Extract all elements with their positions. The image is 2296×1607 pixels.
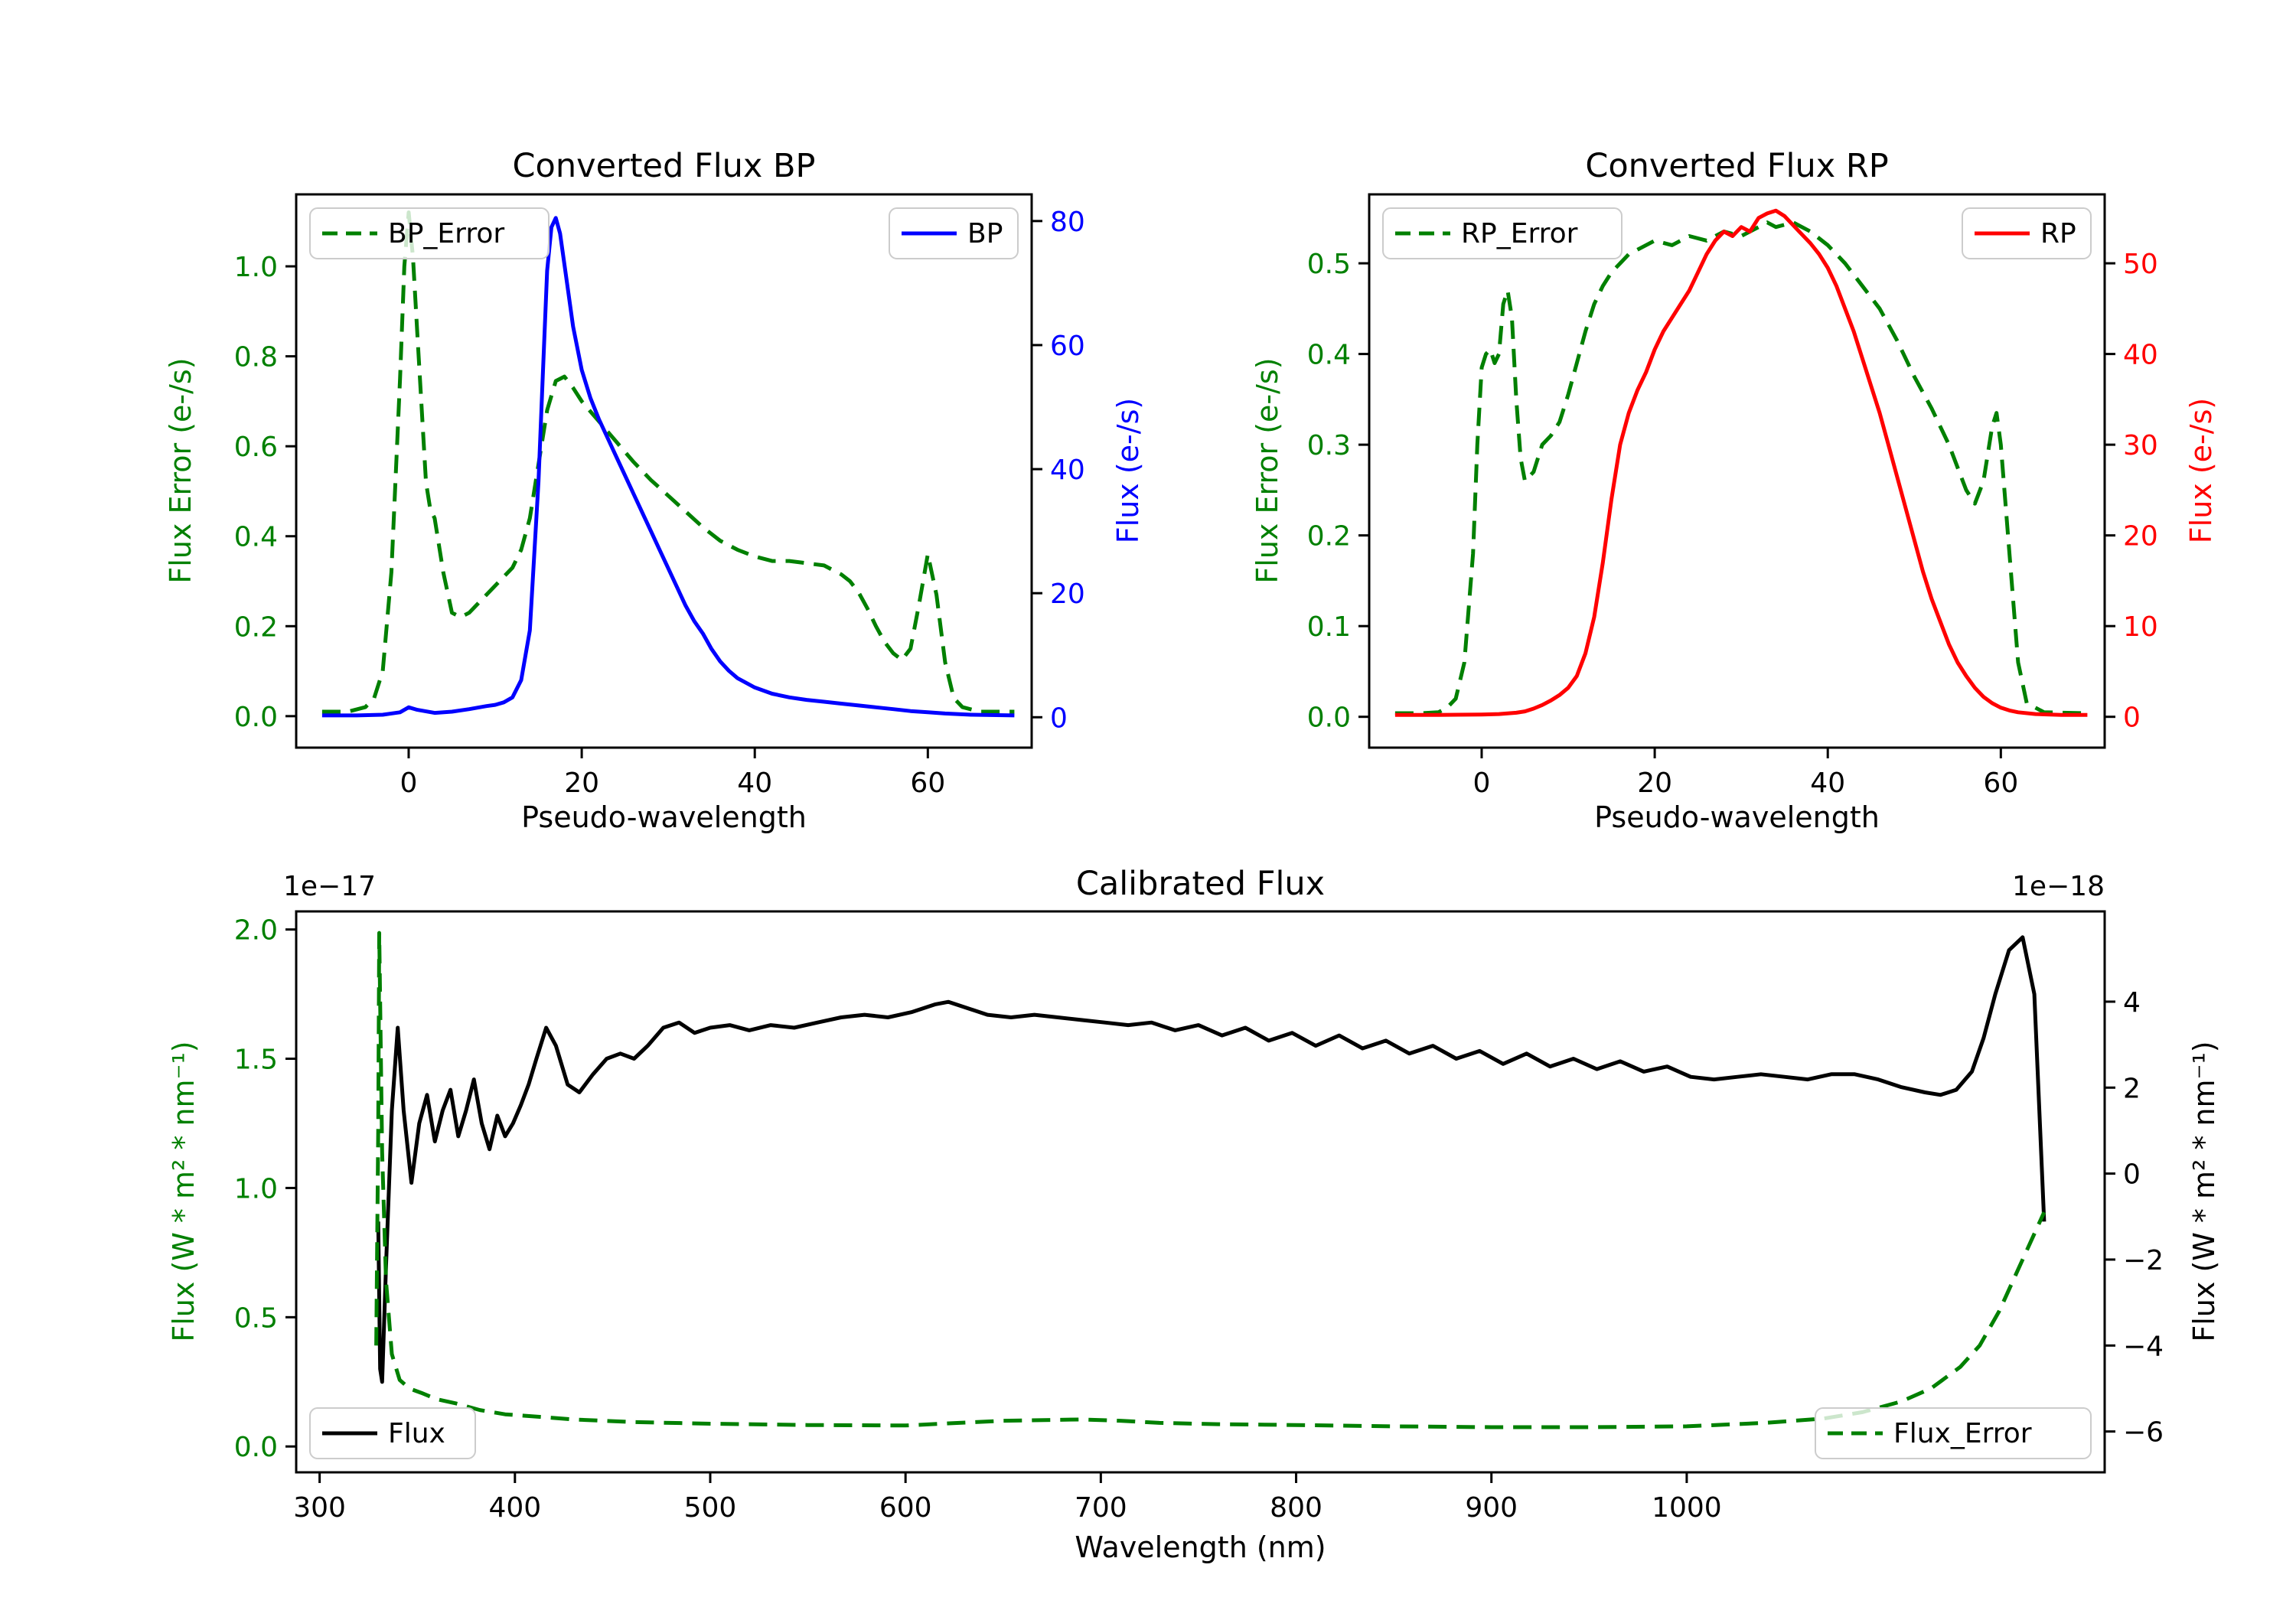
axis-offset-label-right: 1e−18 — [2011, 871, 2105, 902]
tick-label: 40 — [1050, 455, 1085, 486]
legend-RP_Error — [1382, 207, 1623, 259]
tick-label: −6 — [2123, 1417, 2164, 1449]
tick-label: 0.3 — [1307, 430, 1351, 461]
tick-label: −4 — [2123, 1331, 2164, 1362]
tick-label: 60 — [1050, 331, 1085, 362]
tick-label: 0.2 — [234, 611, 278, 643]
axes-spines — [1368, 193, 2106, 749]
tick-label: 0.4 — [1307, 340, 1351, 371]
tick-label: 500 — [684, 1492, 737, 1524]
legend-label-BP_Error: BP_Error — [388, 218, 504, 249]
tick-label: 1.5 — [234, 1045, 278, 1076]
axes-spines — [295, 193, 1033, 749]
tick-label: 20 — [2123, 521, 2158, 553]
tick-label: −2 — [2123, 1245, 2164, 1276]
y-axis-label-bp-error: Flux Error (e-/s) — [164, 357, 197, 584]
tick-label: 0.4 — [234, 522, 278, 553]
tick-label: 300 — [293, 1492, 346, 1524]
legend-label-Flux: Flux — [388, 1418, 445, 1449]
series-RP_Error — [1394, 220, 2088, 715]
legend-label-RP_Error: RP_Error — [1461, 218, 1578, 249]
tick-label: 4 — [2123, 987, 2141, 1019]
tick-label: 10 — [2123, 611, 2158, 643]
legend-BP_Error — [309, 207, 550, 259]
chart-title-calibrated: Calibrated Flux — [1075, 865, 1326, 903]
axes-spines — [295, 910, 2106, 1474]
tick-label: 2.0 — [234, 915, 278, 947]
tick-label: 1000 — [1652, 1492, 1722, 1524]
y-axis-label-calibrated-left: Flux (W * m² * nm⁻¹) — [167, 1041, 201, 1342]
tick-label: 20 — [564, 768, 599, 799]
tick-label: 1.0 — [234, 252, 278, 283]
series-Flux — [376, 935, 2047, 1384]
tick-label: 0 — [2123, 1159, 2141, 1191]
tick-label: 900 — [1465, 1492, 1518, 1524]
legend-Flux — [309, 1407, 476, 1459]
tick-label: 80 — [1050, 207, 1085, 238]
y-axis-label-rp-error: Flux Error (e-/s) — [1251, 357, 1284, 584]
tick-label: 1.0 — [234, 1173, 278, 1204]
tick-label: 0 — [400, 768, 418, 799]
tick-label: 2 — [2123, 1073, 2141, 1104]
tick-label: 600 — [879, 1492, 932, 1524]
tick-label: 0 — [1473, 768, 1491, 799]
x-axis-label-calibrated: Wavelength (nm) — [1075, 1530, 1326, 1564]
tick-label: 30 — [2123, 430, 2158, 461]
tick-label: 50 — [2123, 249, 2158, 280]
legend-Flux_Error — [1815, 1407, 2092, 1459]
tick-label: 0.0 — [234, 1432, 278, 1463]
tick-label: 0 — [2123, 702, 2141, 734]
tick-label: 0.6 — [234, 432, 278, 463]
y-axis-label-bp-flux: Flux (e-/s) — [1111, 397, 1145, 544]
tick-label: 0.1 — [1307, 611, 1351, 643]
tick-label: 0.5 — [1307, 249, 1351, 280]
tick-label: 400 — [488, 1492, 541, 1524]
x-axis-label-bp: Pseudo-wavelength — [521, 800, 807, 834]
tick-label: 0.2 — [1307, 521, 1351, 553]
chart-title-bp: Converted Flux BP — [512, 147, 816, 185]
legend-label-Flux_Error: Flux_Error — [1893, 1418, 2032, 1449]
tick-label: 60 — [910, 768, 945, 799]
tick-label: 0.5 — [234, 1302, 278, 1334]
tick-label: 800 — [1270, 1492, 1322, 1524]
tick-label: 0.0 — [1307, 702, 1351, 734]
tick-label: 40 — [2123, 340, 2158, 371]
legend-label-BP: BP — [967, 218, 1003, 249]
series-Flux_Error — [374, 931, 2047, 1429]
x-axis-label-rp: Pseudo-wavelength — [1594, 800, 1880, 834]
series-RP — [1394, 208, 2088, 717]
tick-label: 0.8 — [234, 342, 278, 373]
tick-label: 0.0 — [234, 702, 278, 733]
tick-label: 700 — [1075, 1492, 1127, 1524]
series-BP — [321, 216, 1015, 718]
y-axis-label-rp-flux: Flux (e-/s) — [2184, 397, 2218, 544]
axis-offset-label-left: 1e−17 — [283, 871, 377, 902]
tick-label: 40 — [737, 768, 772, 799]
tick-label: 60 — [1983, 768, 2018, 799]
tick-label: 0 — [1050, 702, 1068, 734]
tick-label: 20 — [1050, 579, 1085, 610]
y-axis-label-calibrated-right: Flux (W * m² * nm⁻¹) — [2187, 1041, 2221, 1342]
chart-title-rp: Converted Flux RP — [1585, 147, 1889, 185]
tick-label: 20 — [1637, 768, 1672, 799]
legend-label-RP: RP — [2040, 218, 2076, 249]
series-BP_Error — [321, 210, 1015, 714]
tick-label: 40 — [1810, 768, 1845, 799]
